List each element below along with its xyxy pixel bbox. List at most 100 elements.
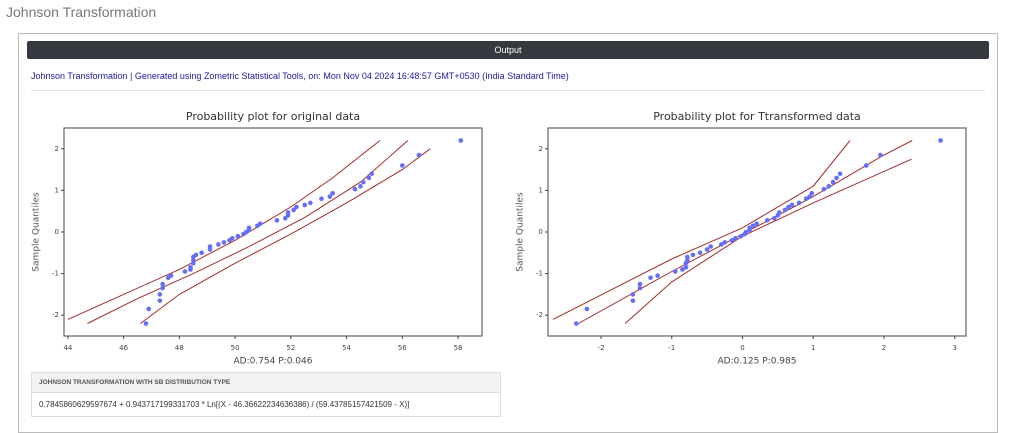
- data-point: [826, 183, 832, 189]
- y-tick-label: 0: [55, 228, 59, 236]
- data-point: [837, 171, 843, 177]
- data-point: [786, 204, 791, 210]
- data-point: [193, 252, 199, 258]
- data-point: [729, 238, 735, 243]
- data-point: [458, 138, 464, 143]
- x-tick-label: 52: [286, 344, 295, 352]
- data-point: [157, 292, 163, 297]
- data-point: [246, 225, 252, 231]
- data-point: [294, 204, 299, 210]
- data-point: [772, 215, 777, 221]
- data-point: [360, 179, 366, 185]
- data-point: [282, 215, 288, 221]
- y-tick-label: 2: [55, 145, 59, 153]
- y-tick-label: -2: [536, 311, 543, 319]
- data-point: [369, 171, 374, 177]
- data-point: [146, 306, 152, 312]
- y-tick-label: 2: [539, 145, 543, 153]
- charts: Probability plot for original data 44 46 48…: [32, 110, 967, 367]
- chart-title: Probability plot for Ttransformed data: [653, 110, 861, 123]
- data-point: [302, 202, 308, 208]
- data-point: [754, 221, 759, 226]
- band-line: [552, 140, 851, 320]
- x-tick-label: 3: [952, 344, 956, 352]
- data-point: [796, 200, 802, 206]
- band-line: [140, 148, 431, 324]
- x-tick-label: 44: [63, 344, 72, 352]
- data-point: [400, 163, 405, 168]
- data-point: [764, 218, 770, 223]
- data-point: [168, 273, 174, 278]
- data-point: [938, 138, 943, 143]
- data-point: [235, 233, 241, 239]
- data-point: [683, 265, 689, 270]
- data-point: [416, 152, 422, 158]
- x-tick-label: -1: [668, 344, 675, 352]
- data-point: [704, 247, 710, 252]
- band-line: [87, 140, 409, 324]
- data-point: [722, 240, 728, 245]
- plot-frame: [63, 127, 483, 337]
- data-point: [878, 152, 883, 158]
- y-tick-label: 1: [55, 186, 59, 194]
- plot-frame: [547, 127, 967, 337]
- data-point: [680, 267, 685, 272]
- data-point: [718, 242, 724, 247]
- y-axis-label: Sample Quantiles: [32, 192, 42, 272]
- separator: [31, 90, 985, 91]
- data-point: [191, 257, 196, 263]
- data-point: [776, 210, 782, 215]
- data-point: [143, 321, 149, 326]
- y-tick-label: 1: [539, 186, 543, 194]
- x-tick-label: 56: [398, 344, 407, 352]
- y-tick-label: 0: [539, 228, 543, 236]
- data-point: [188, 265, 193, 270]
- data-point: [573, 321, 579, 326]
- data-point: [160, 285, 165, 291]
- chart-annotation: AD:0.125 P:0.985: [718, 357, 797, 367]
- info-line: Johnson Transformation | Generated using…: [31, 71, 569, 81]
- x-tick-label: 58: [454, 344, 463, 352]
- data-point: [637, 281, 643, 287]
- data-point: [291, 207, 296, 213]
- table-header: JOHNSON TRANSFORMATION WITH SB DISTRIBUT…: [31, 372, 501, 393]
- y-tick-label: -1: [536, 270, 543, 278]
- data-point: [821, 186, 827, 192]
- data-point: [319, 196, 324, 202]
- x-tick-label: 50: [231, 344, 240, 352]
- data-point: [673, 269, 678, 274]
- y-axis-label: Sample Quantiles: [516, 192, 526, 272]
- data-point: [743, 229, 749, 235]
- band-line: [67, 140, 381, 320]
- data-point: [327, 194, 333, 199]
- x-tick-label: 1: [811, 344, 815, 352]
- x-tick-label: 0: [740, 344, 744, 352]
- data-point: [708, 244, 713, 249]
- data-point: [160, 281, 165, 287]
- data-point: [733, 235, 738, 241]
- chart-annotation: AD:0.754 P:0.046: [234, 357, 313, 367]
- data-point: [330, 191, 335, 196]
- data-point: [257, 221, 263, 226]
- x-tick-label: 48: [175, 344, 184, 352]
- data-point: [655, 273, 660, 278]
- data-point: [863, 163, 869, 168]
- data-point: [782, 207, 788, 213]
- y-tick-label: -2: [52, 311, 59, 319]
- data-point: [308, 200, 313, 206]
- data-point: [274, 218, 280, 223]
- result-table: JOHNSON TRANSFORMATION WITH SB DISTRIBUT…: [31, 372, 501, 417]
- data-point: [285, 210, 291, 215]
- table-cell: 0.7845860629597674 + 0.943717199331703 *…: [31, 392, 501, 417]
- data-point: [157, 298, 163, 303]
- data-point: [789, 202, 795, 208]
- data-point: [648, 275, 653, 281]
- data-point: [750, 223, 756, 229]
- x-tick-label: 2: [882, 344, 886, 352]
- y-tick-label: -1: [52, 270, 59, 278]
- data-point: [199, 250, 204, 256]
- data-point: [809, 191, 815, 196]
- data-point: [690, 252, 696, 258]
- data-point: [366, 175, 372, 181]
- data-point: [182, 269, 188, 274]
